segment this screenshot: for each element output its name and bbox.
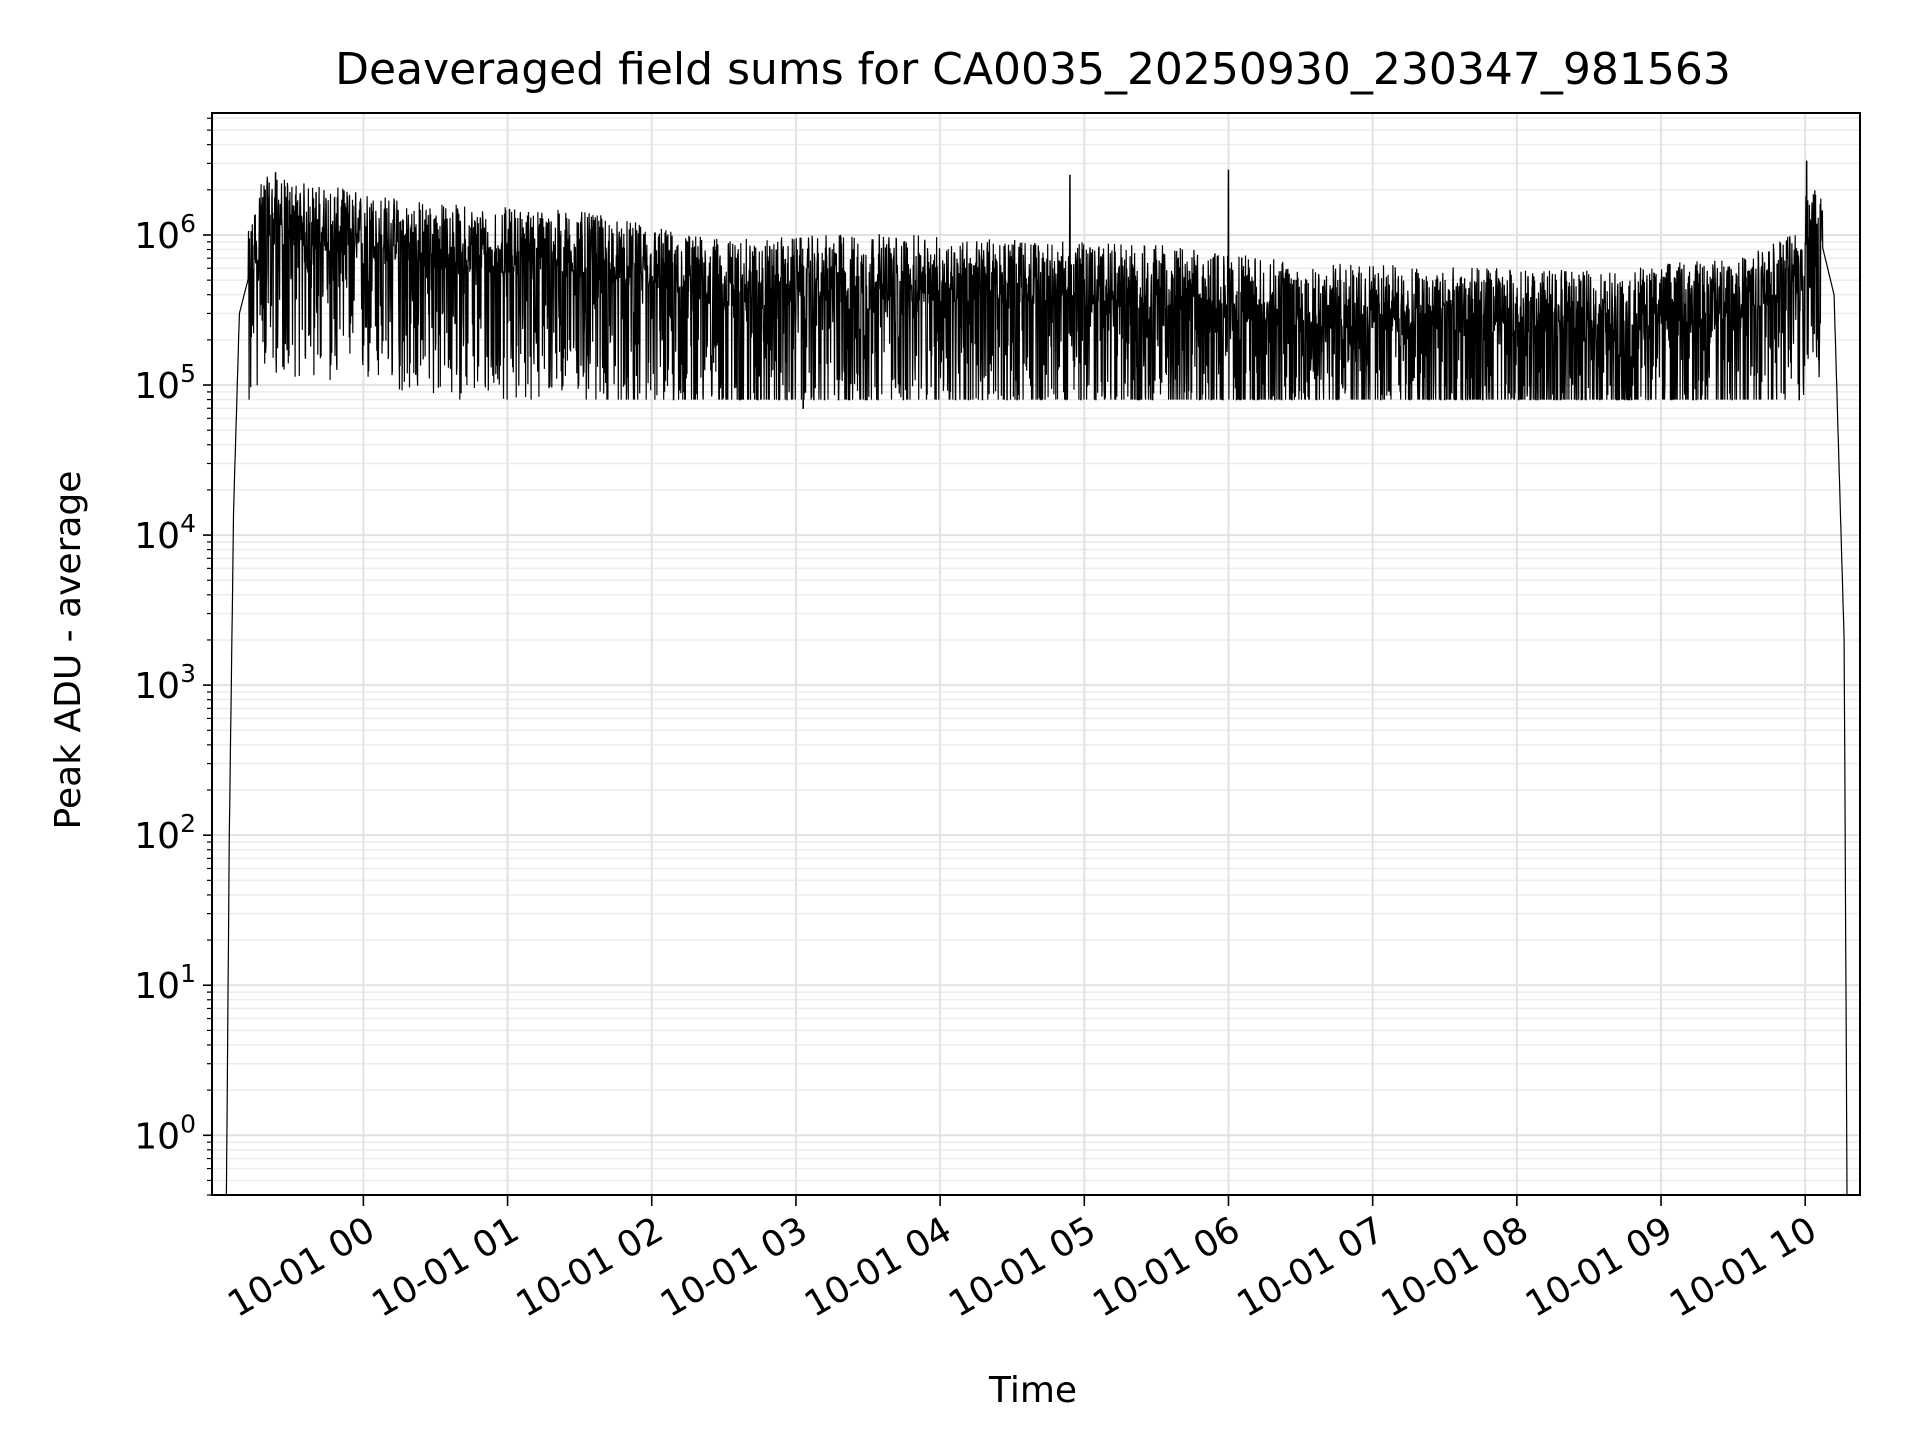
axes-frame xyxy=(211,112,1861,1196)
y-tick-label: 101 xyxy=(134,959,196,1007)
y-tick-label: 102 xyxy=(134,809,196,857)
x-axis-label: Time xyxy=(988,1370,1077,1411)
y-tick-label: 100 xyxy=(134,1109,196,1157)
chart-title: Deaveraged field sums for CA0035_2025093… xyxy=(335,44,1731,95)
y-axis-label: Peak ADU - average xyxy=(48,471,89,830)
y-tick-label: 104 xyxy=(134,509,196,557)
y-tick-label: 105 xyxy=(134,359,196,407)
series-line xyxy=(225,160,1848,1195)
y-tick-label: 103 xyxy=(134,659,196,707)
y-tick-label: 106 xyxy=(134,209,196,257)
